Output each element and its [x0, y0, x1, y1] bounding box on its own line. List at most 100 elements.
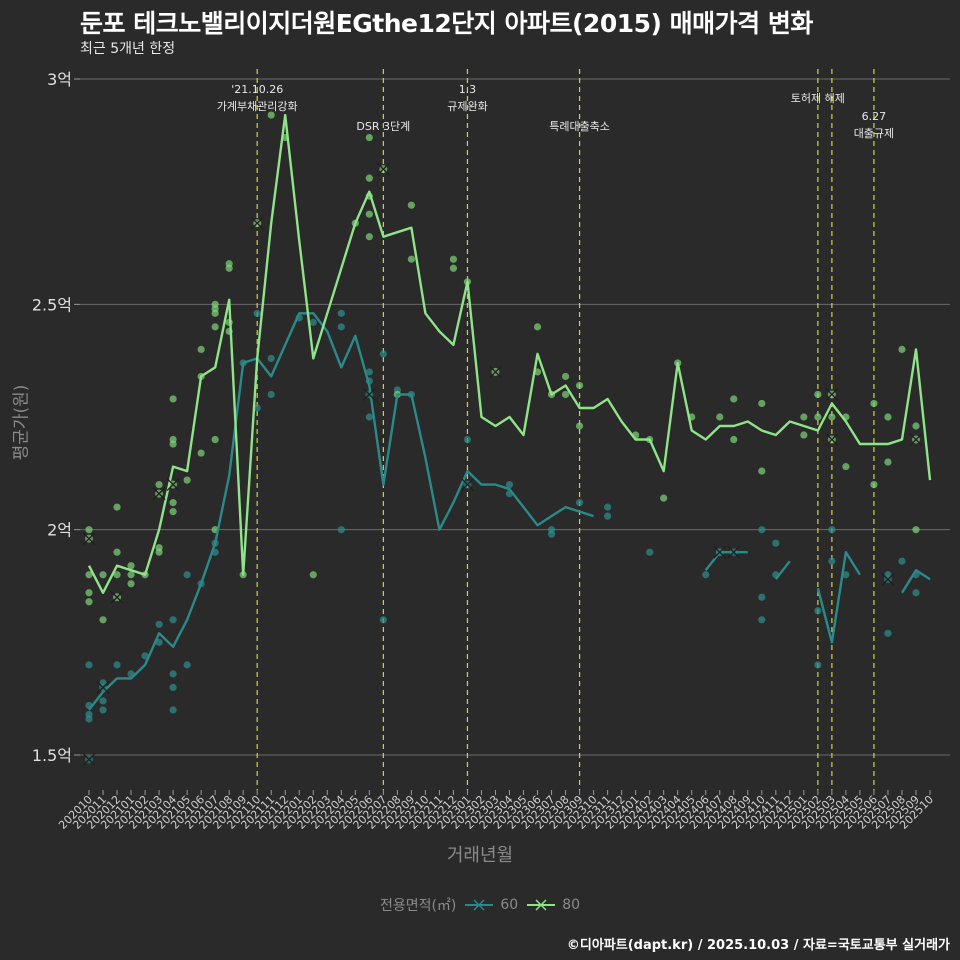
scatter-point-80: [800, 413, 808, 421]
scatter-point-80: [912, 526, 920, 534]
scatter-point-80: [365, 233, 373, 241]
scatter-point-60: [99, 706, 107, 714]
scatter-point-80: [85, 571, 93, 579]
policy-annotation-text: '21.10.26: [231, 83, 283, 96]
scatter-point-80: [211, 435, 219, 444]
cross-marker-80: [250, 216, 264, 230]
scatter-point-60: [85, 661, 93, 669]
cross-marker-80: [825, 433, 839, 446]
cross-marker-80: [825, 388, 839, 401]
scatter-point-80: [183, 476, 191, 484]
series-line-60: [88, 312, 594, 711]
series-line-60: [774, 560, 791, 580]
scatter-point-80: [660, 494, 668, 502]
scatter-point-80: [267, 111, 275, 119]
scatter-point-60: [169, 616, 177, 624]
scatter-point-80: [169, 508, 177, 516]
cross-marker-60: [96, 680, 110, 694]
scatter-point-80: [197, 345, 205, 353]
scatter-point-60: [758, 616, 766, 624]
cross-marker-60: [82, 753, 96, 766]
scatter-point-80: [884, 458, 892, 466]
scatter-point-80: [155, 544, 163, 552]
cross-marker-60: [362, 388, 376, 401]
scatter-point-80: [407, 255, 415, 263]
cross-marker-80: [489, 365, 502, 379]
scatter-point-60: [842, 571, 850, 579]
scatter-point-80: [912, 422, 920, 430]
scatter-point-80: [85, 598, 93, 606]
legend-item-80: 80: [526, 897, 580, 913]
cross-stroke: [460, 478, 474, 492]
legend-swatch-60-icon: [465, 899, 494, 911]
scatter-point-80: [127, 571, 135, 579]
x-axis-label: 거래년월: [446, 845, 514, 866]
scatter-point-80: [127, 562, 135, 570]
scatter-point-80: [211, 323, 219, 331]
series-line-60: [816, 551, 861, 644]
scatter-point-60: [169, 670, 177, 678]
scatter-point-80: [561, 390, 570, 399]
legend-item-60: 60: [464, 897, 518, 913]
scatter-point-80: [225, 260, 233, 268]
scatter-point-80: [169, 395, 177, 403]
scatter-point-80: [870, 399, 878, 408]
cross-stroke: [82, 532, 96, 546]
scatter-point-60: [365, 413, 373, 421]
scatter-point-60: [155, 638, 163, 646]
scatter-point-60: [337, 526, 345, 534]
scatter-point-80: [407, 201, 415, 209]
scatter-point-60: [547, 526, 556, 534]
scatter-point-80: [533, 323, 542, 331]
scatter-point-60: [267, 390, 275, 399]
scatter-point-80: [365, 133, 373, 142]
scatter-point-80: [365, 174, 373, 182]
scatter-point-60: [365, 368, 373, 376]
y-tick-label: 3억: [47, 70, 72, 89]
cross-marker-80: [110, 590, 124, 604]
scatter-point-60: [169, 706, 177, 714]
scatter-point-80: [113, 548, 121, 556]
legend-label-60: 60: [500, 897, 519, 913]
policy-annotation-text: 가계부채관리강화: [217, 100, 298, 113]
policy-annotation-text: 토허제 해제: [791, 91, 845, 105]
scatter-point-60: [113, 661, 121, 669]
scatter-point-60: [463, 435, 472, 444]
cross-stroke: [82, 753, 96, 766]
scatter-point-80: [561, 372, 570, 381]
series-line-80: [87, 113, 932, 594]
scatter-point-60: [183, 571, 191, 579]
legend: 전용면적(㎡) 60 80: [0, 895, 960, 915]
policy-annotation-text: 특례대출축소: [549, 120, 610, 133]
cross-stroke: [489, 365, 502, 379]
chart-title: 둔포 테크노밸리이지더원EGthe12단지 아파트(2015) 매매가격 변화: [80, 9, 813, 38]
scatter-point-80: [449, 255, 458, 263]
series-lines: [87, 113, 932, 711]
scatter-point-60: [267, 354, 275, 363]
scatter-point-60: [758, 593, 766, 601]
scatter-point-80: [449, 264, 458, 272]
policy-annotation-text: 대출규제: [854, 127, 894, 140]
scatter-point-80: [842, 462, 850, 471]
scatter-point-80: [365, 210, 373, 218]
chart-subtitle: 최근 5개년 한정: [80, 41, 176, 57]
scatter-point-80: [575, 422, 584, 430]
scatter-point-80: [758, 467, 766, 475]
source-caption: ©디아파트(dapt.kr) / 2025.10.03 / 자료=국토교통부 실…: [566, 938, 950, 953]
legend-title: 전용면적(㎡): [379, 898, 457, 914]
scatter-point-60: [253, 404, 261, 412]
scatter-point-80: [197, 449, 205, 457]
cross-marker-80: [166, 478, 180, 492]
x-axis: 2020102020112020122021012021022021032021…: [56, 790, 936, 832]
y-axis-label: 평균가(원): [11, 384, 32, 461]
cross-marker-60: [713, 545, 727, 559]
scatter-point-60: [379, 350, 387, 358]
scatter-point-60: [646, 548, 654, 556]
cross-stroke: [110, 590, 124, 604]
cross-marker-60: [727, 545, 741, 559]
cross-stroke: [825, 388, 839, 401]
scatter-point-80: [169, 499, 177, 507]
y-tick-label: 2.5억: [32, 295, 72, 314]
cross-stroke: [727, 545, 741, 559]
policy-annotation-text: DSR 3단계: [356, 120, 410, 133]
